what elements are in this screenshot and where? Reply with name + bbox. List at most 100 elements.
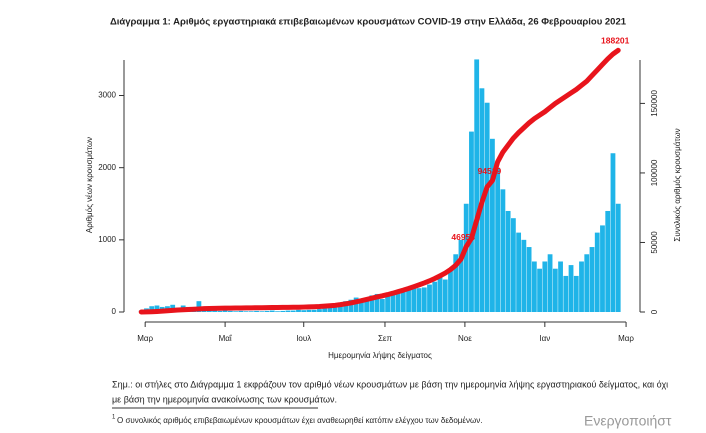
bar [379,299,385,312]
bar [411,286,417,312]
bar [579,261,584,312]
bar [212,310,218,312]
footnote: Ο συνολικός αριθμός επιβεβαιωμένων κρουσ… [117,416,482,425]
bar [296,309,301,312]
y-tick-label: 2000 [98,163,116,172]
bar [285,310,291,312]
y2-tick-label: 150000 [650,90,659,117]
bar [516,232,522,312]
bar [552,268,558,312]
bar [537,268,542,312]
watermark: Ενεργοποιήστ [584,413,672,429]
y2-tick-label: 100000 [650,159,659,186]
chart-title: Διάγραμμα 1: Αριθμός εργαστηριακά επιβεβ… [110,17,627,28]
line-value-label: 46953 [451,232,475,242]
bar [364,297,370,312]
bar [243,311,249,312]
bar [610,153,616,312]
x-tick-label: Ιαν [539,334,550,343]
x-tick-label: Ιουλ [296,334,311,343]
bar [490,138,495,312]
x-tick-label: Σεπ [378,334,393,343]
bar [149,306,155,312]
bar [531,261,537,312]
bar [233,311,238,312]
bar [343,301,349,312]
bar [353,297,359,312]
bar [217,310,223,312]
y2-tick-label: 0 [650,309,659,314]
bar [290,310,296,312]
bar [269,310,275,312]
bar [463,203,469,312]
bar [474,59,480,312]
bar [227,310,233,312]
bar [594,232,600,312]
bar [568,265,574,312]
bar [526,247,532,312]
bar [322,308,328,312]
bar [437,275,443,312]
bar [442,279,448,312]
x-tick-label: Μαΐ [219,334,233,343]
bar [584,254,590,312]
bar [505,210,511,312]
bar [306,309,312,312]
bar [558,261,563,312]
y-tick-label: 1000 [98,235,116,244]
bar [264,310,270,312]
bar [605,210,611,312]
x-tick-label: Μαρ [618,334,634,343]
line-value-label: 94519 [478,166,502,176]
bar [406,289,411,312]
bar [327,307,333,312]
bar [421,287,427,312]
bar [458,239,464,312]
bar [374,293,380,312]
bar [301,310,307,312]
x-axis-label: Ημερομηνία λήψης δείγματος [328,351,432,360]
bar [542,261,548,312]
footnote-marker: 1 [112,415,116,421]
bar [432,281,438,312]
bar [248,311,254,312]
bar [521,239,527,312]
x-tick-label: Μαρ [137,334,153,343]
y2-tick-label: 50000 [650,231,659,254]
bar [358,299,364,312]
y-axis-label: Αριθμός νέων κρουσμάτων [85,137,94,233]
note-line: με βάση την ημερομηνία ανακοίνωσης των κ… [112,394,337,404]
bar [600,225,605,312]
bar [589,247,595,312]
bar [500,189,506,312]
bar [259,311,265,312]
bar [222,310,228,312]
y-tick-label: 0 [112,307,117,316]
bar [280,310,286,312]
bar [395,290,401,312]
bar [154,305,160,312]
bar [332,306,338,312]
bar [484,102,490,312]
bar [311,309,317,312]
x-tick-label: Νοε [458,334,472,343]
bar [510,218,516,312]
bar [573,275,579,312]
y-tick-label: 3000 [98,91,116,100]
line-value-label: 188201 [601,36,630,46]
bar [469,131,474,312]
bar [369,295,375,312]
y2-axis-label: Συνολικός αριθμός κρουσμάτων [673,128,682,241]
bar [275,311,280,312]
bar [400,291,406,312]
cumulative-line [138,47,621,315]
bar [317,309,322,312]
bar [615,203,621,312]
bar [416,288,422,312]
bar [448,268,453,312]
bar [385,294,390,312]
bar [238,310,244,312]
bar [547,254,553,312]
bar [348,299,354,312]
